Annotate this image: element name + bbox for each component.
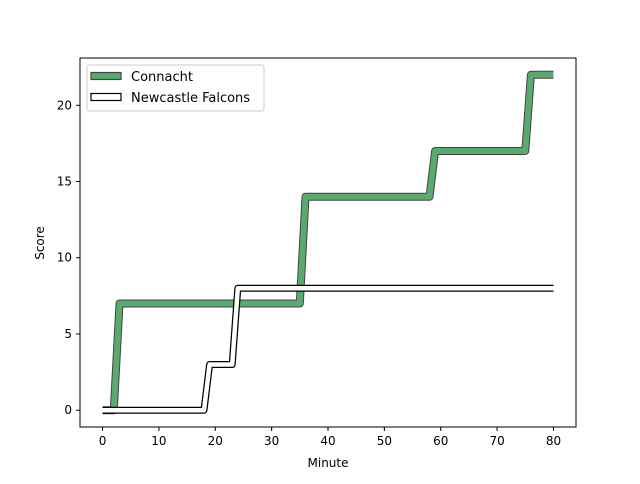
x-tick-label: 70 bbox=[489, 434, 504, 448]
legend-label: Newcastle Falcons bbox=[131, 91, 250, 106]
legend-label: Connacht bbox=[131, 70, 193, 85]
legend-swatch bbox=[90, 92, 122, 102]
legend-item-newcastle-falcons: Newcastle Falcons bbox=[90, 91, 250, 106]
y-tick-label: 0 bbox=[64, 403, 72, 417]
x-tick-label: 10 bbox=[151, 434, 166, 448]
y-tick-label: 15 bbox=[57, 175, 72, 189]
x-axis-label: Minute bbox=[308, 456, 349, 470]
x-tick-label: 0 bbox=[99, 434, 107, 448]
legend: Connacht Newcastle Falcons bbox=[86, 64, 265, 112]
series-connacht bbox=[102, 70, 554, 415]
legend-item-connacht: Connacht bbox=[90, 70, 193, 85]
x-tick-label: 50 bbox=[377, 434, 392, 448]
legend-box bbox=[86, 64, 265, 112]
legend-swatch bbox=[90, 71, 122, 81]
series-line bbox=[102, 71, 554, 414]
plot-frame bbox=[79, 57, 577, 428]
series-line-outline bbox=[102, 70, 554, 415]
y-axis-label: Score bbox=[33, 226, 47, 260]
x-tick-label: 40 bbox=[320, 434, 335, 448]
y-tick-label: 20 bbox=[57, 98, 72, 112]
x-tick-label: 60 bbox=[433, 434, 448, 448]
series-newcastle-falcons bbox=[102, 284, 554, 414]
series-line bbox=[102, 285, 554, 413]
x-tick-label: 20 bbox=[208, 434, 223, 448]
x-tick-label: 80 bbox=[546, 434, 561, 448]
y-tick-label: 5 bbox=[64, 327, 72, 341]
y-tick-label: 10 bbox=[57, 251, 72, 265]
x-tick-label: 30 bbox=[264, 434, 279, 448]
